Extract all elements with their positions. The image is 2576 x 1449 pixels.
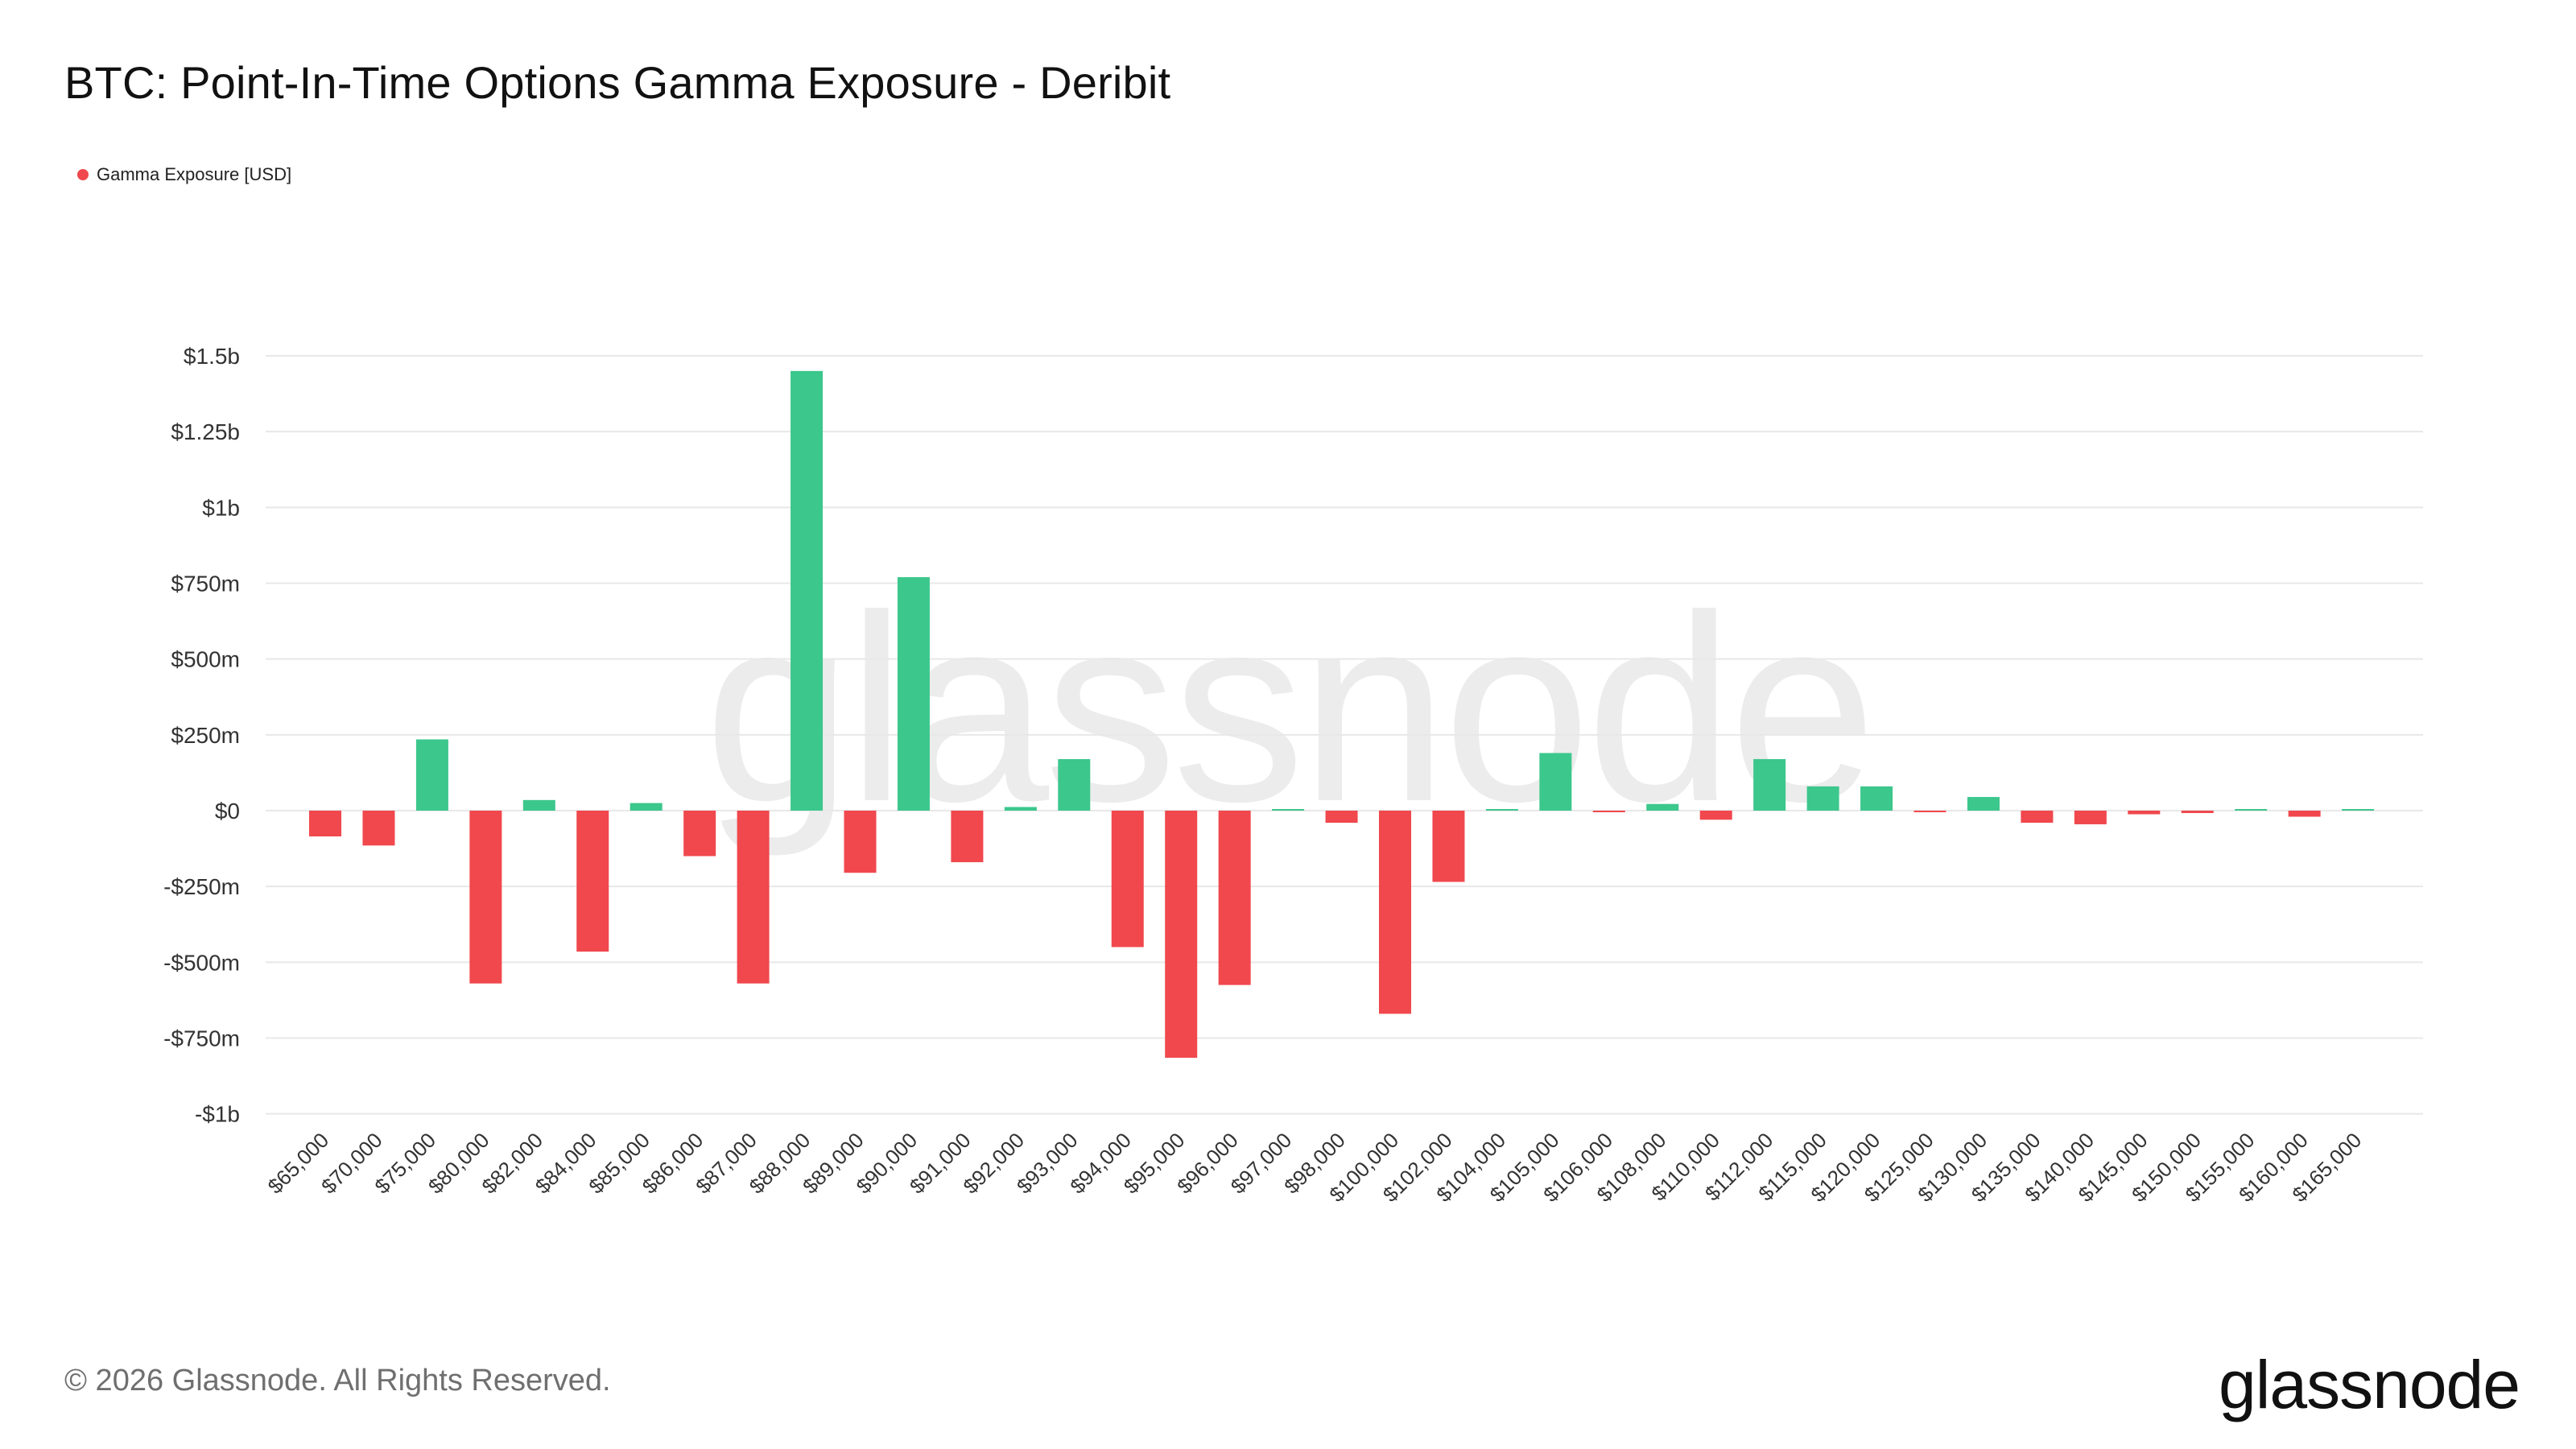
bars <box>309 370 2375 1058</box>
bar-70000[interactable] <box>362 811 395 846</box>
bar-145000[interactable] <box>2128 811 2161 815</box>
bar-86000[interactable] <box>683 811 716 857</box>
legend-color-dot <box>77 169 89 180</box>
y-tick-label: -$250m <box>163 874 240 899</box>
bar-88000[interactable] <box>791 370 824 811</box>
bar-91000[interactable] <box>951 811 984 863</box>
bar-155000[interactable] <box>2235 809 2268 811</box>
y-tick-label: $1.25b <box>171 419 240 444</box>
bar-84000[interactable] <box>576 811 609 952</box>
bar-85000[interactable] <box>630 803 663 811</box>
bar-135000[interactable] <box>2021 811 2054 824</box>
y-tick-label: $250m <box>171 723 240 748</box>
y-tick-label: $1b <box>202 495 240 520</box>
y-tick-label: -$1b <box>195 1102 240 1127</box>
bar-100000[interactable] <box>1379 811 1411 1014</box>
bar-89000[interactable] <box>844 811 877 873</box>
bar-104000[interactable] <box>1485 809 1518 811</box>
y-tick-label: $500m <box>171 647 240 672</box>
bar-112000[interactable] <box>1753 758 1786 811</box>
bar-150000[interactable] <box>2181 811 2214 814</box>
copyright-text: © 2026 Glassnode. All Rights Reserved. <box>64 1364 611 1397</box>
y-tick-label: $0 <box>215 799 240 824</box>
gridlines <box>266 355 2423 1115</box>
bar-82000[interactable] <box>522 799 555 811</box>
bar-165000[interactable] <box>2342 809 2375 811</box>
bar-140000[interactable] <box>2074 811 2107 824</box>
y-tick-label: -$750m <box>163 1026 240 1051</box>
bar-95000[interactable] <box>1165 811 1198 1058</box>
bar-108000[interactable] <box>1646 803 1679 811</box>
y-axis-ticks: $1.5b $1.25b $1b $750m $500m $250m $0 -$250m -$5… <box>163 344 240 1127</box>
y-tick-label: $1.5b <box>184 344 240 369</box>
bar-75000[interactable] <box>415 739 448 811</box>
bar-96000[interactable] <box>1218 811 1251 985</box>
bar-160000[interactable] <box>2288 811 2321 817</box>
bar-115000[interactable] <box>1806 786 1839 811</box>
bar-105000[interactable] <box>1539 753 1572 811</box>
glassnode-logo[interactable]: glassnode <box>2219 1347 2520 1422</box>
x-axis-ticks: $65,000$70,000$75,000$80,000$82,000$84,0… <box>263 1128 2367 1207</box>
bar-120000[interactable] <box>1860 786 1893 811</box>
bar-102000[interactable] <box>1432 811 1465 882</box>
y-tick-label: $750m <box>171 572 240 597</box>
bar-98000[interactable] <box>1325 811 1358 824</box>
bar-65000[interactable] <box>309 811 341 837</box>
bar-92000[interactable] <box>1004 807 1037 811</box>
bar-93000[interactable] <box>1058 758 1091 811</box>
bar-97000[interactable] <box>1272 809 1305 811</box>
bar-125000[interactable] <box>1913 811 1946 812</box>
legend[interactable]: Gamma Exposure [USD] <box>77 164 291 185</box>
y-tick-label: -$500m <box>163 950 240 975</box>
chart-title: BTC: Point-In-Time Options Gamma Exposur… <box>64 57 1171 108</box>
bar-110000[interactable] <box>1699 811 1732 820</box>
bar-80000[interactable] <box>469 811 502 984</box>
bar-106000[interactable] <box>1592 811 1625 812</box>
bar-87000[interactable] <box>737 811 770 984</box>
bar-94000[interactable] <box>1111 811 1144 947</box>
bar-90000[interactable] <box>897 576 930 811</box>
bar-130000[interactable] <box>1967 797 2000 811</box>
legend-label: Gamma Exposure [USD] <box>97 164 292 184</box>
